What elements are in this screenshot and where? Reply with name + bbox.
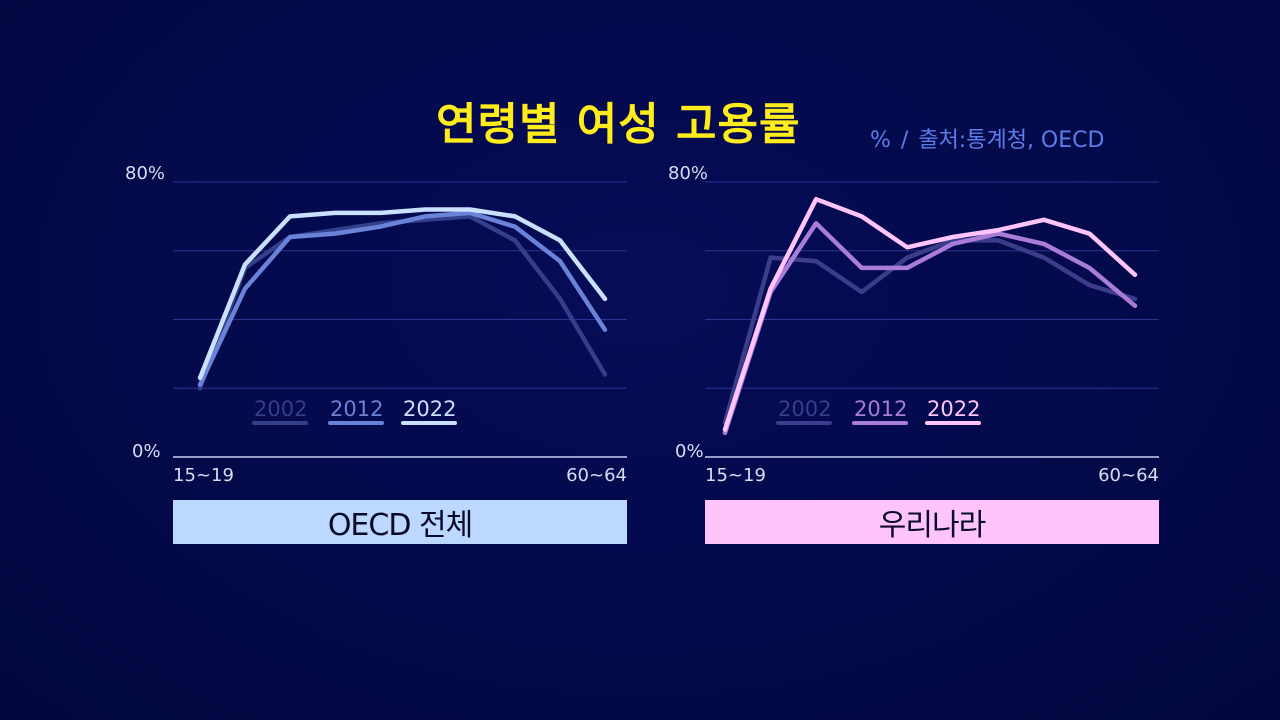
page-title: 연령별 여성 고용률 — [436, 99, 801, 150]
x-tick-label: 15~19 — [173, 465, 234, 486]
source-note: % / 출처:통계청, OECD — [870, 122, 1104, 154]
source-separator: / — [900, 128, 909, 153]
unit-label: % — [870, 128, 891, 153]
x-tick-label: 60~64 — [566, 465, 627, 486]
series-line-2002 — [197, 214, 608, 391]
y-tick-label: 80% — [668, 163, 708, 184]
legend-label-2012: 2012 — [854, 397, 907, 421]
x-tick-label: 15~19 — [705, 465, 766, 486]
legend-label-2012: 2012 — [330, 397, 383, 421]
panel-label-korea: 우리나라 — [705, 500, 1159, 544]
legend-label-2022: 2022 — [403, 397, 456, 421]
y-tick-label: 0% — [675, 441, 704, 462]
series-line-2012 — [722, 221, 1138, 436]
legend-label-2002: 2002 — [254, 397, 307, 421]
legend-label-2022: 2022 — [927, 397, 980, 421]
series-line-2012 — [197, 210, 608, 388]
series-line-2022 — [197, 207, 608, 381]
y-tick-label: 80% — [125, 163, 165, 184]
legend-label-2002: 2002 — [778, 397, 831, 421]
series-line-2022 — [722, 196, 1138, 432]
source-text: 출처:통계청, OECD — [918, 128, 1105, 153]
y-tick-label: 0% — [132, 441, 161, 462]
x-tick-label: 60~64 — [1098, 465, 1159, 486]
panel-label-oecd: OECD 전체 — [173, 500, 627, 544]
